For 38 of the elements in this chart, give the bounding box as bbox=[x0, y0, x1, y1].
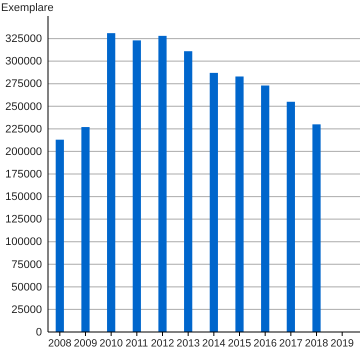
x-tick-label: 2014 bbox=[202, 337, 226, 350]
y-tick-label: 250000 bbox=[5, 100, 42, 113]
x-tick-label: 2012 bbox=[150, 337, 174, 350]
x-tick-label: 2019 bbox=[330, 337, 354, 350]
bar bbox=[261, 86, 270, 332]
bar bbox=[107, 33, 116, 332]
x-tick-label: 2013 bbox=[176, 337, 200, 350]
y-tick-label: 50000 bbox=[11, 281, 42, 294]
x-tick-label: 2018 bbox=[304, 337, 328, 350]
y-axis-title: Exemplare bbox=[1, 2, 54, 14]
y-tick-label: 125000 bbox=[5, 214, 42, 226]
y-tick-label: 75000 bbox=[11, 258, 42, 271]
bar bbox=[312, 124, 321, 332]
bar bbox=[132, 40, 141, 332]
y-tick-label: 0 bbox=[36, 326, 42, 339]
bar bbox=[235, 76, 244, 332]
bar bbox=[210, 72, 218, 332]
x-tick-label: 2016 bbox=[254, 337, 278, 350]
bar bbox=[81, 127, 90, 332]
bar bbox=[158, 36, 167, 332]
x-tick-label: 2017 bbox=[279, 337, 303, 350]
x-tick-label: 2010 bbox=[99, 337, 123, 350]
y-tick-label: 150000 bbox=[5, 191, 42, 204]
x-tick-label: 2011 bbox=[126, 337, 148, 350]
y-tick-label: 325000 bbox=[5, 33, 42, 46]
x-tick-label: 2008 bbox=[48, 337, 72, 350]
y-tick-label: 100000 bbox=[5, 236, 42, 248]
x-tick-label: 2009 bbox=[74, 337, 98, 350]
bar bbox=[286, 102, 295, 332]
y-tick-label: 175000 bbox=[5, 168, 42, 181]
bar bbox=[56, 140, 64, 332]
y-tick-label: 300000 bbox=[5, 56, 42, 68]
y-tick-label: 225000 bbox=[5, 123, 42, 136]
bar bbox=[184, 51, 192, 332]
y-tick-label: 25000 bbox=[11, 304, 42, 316]
y-tick-label: 200000 bbox=[5, 146, 42, 158]
x-tick-label: 2015 bbox=[228, 337, 252, 350]
y-tick-label: 275000 bbox=[5, 78, 42, 90]
